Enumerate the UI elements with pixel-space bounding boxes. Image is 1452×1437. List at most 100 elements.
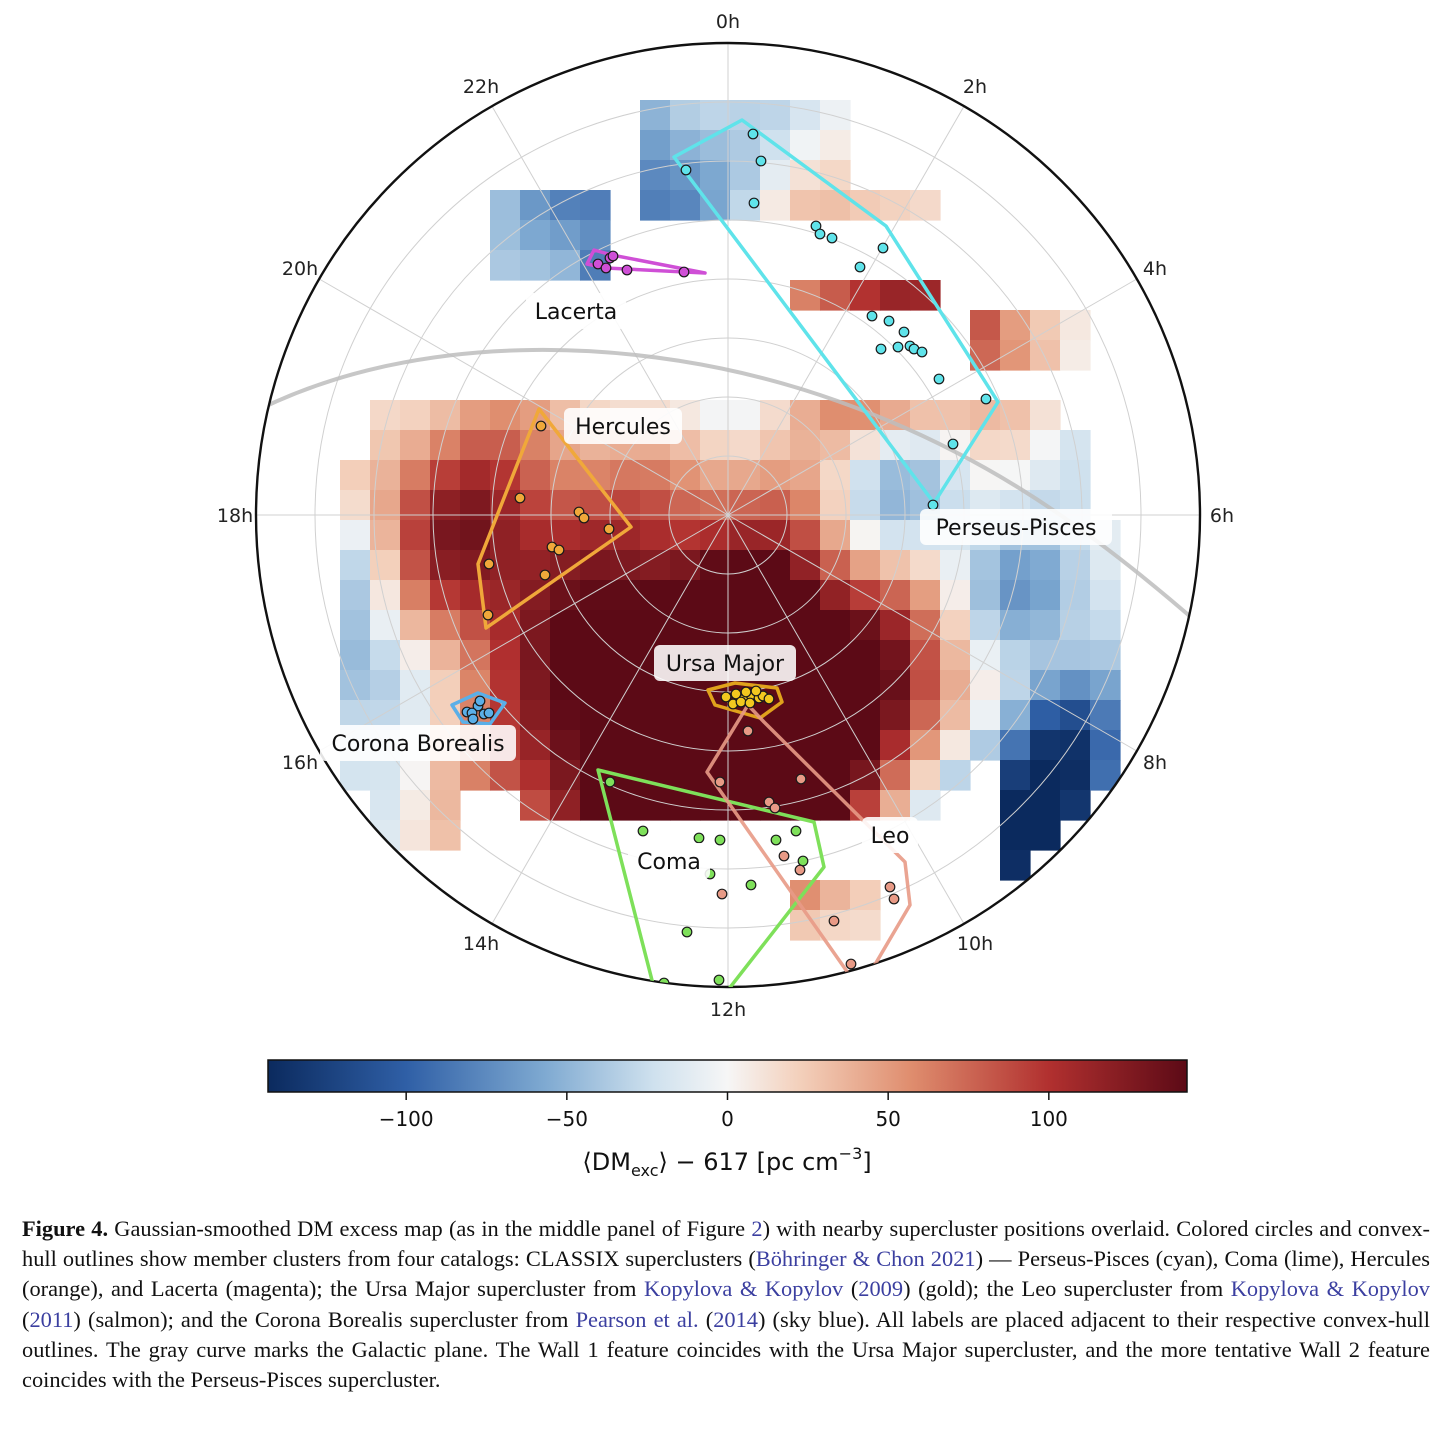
heatmap-cell — [400, 580, 431, 611]
member-cluster-point — [854, 261, 866, 273]
heatmap-cell — [520, 610, 551, 641]
heatmap-cell — [520, 760, 551, 791]
heatmap-cell — [580, 700, 611, 731]
heatmap-cell — [430, 820, 461, 851]
leo-hull — [705, 703, 912, 987]
heatmap-cell — [640, 190, 671, 221]
heatmap-cell — [640, 700, 671, 731]
grid-spoke — [727, 278, 1138, 516]
heatmap-cell — [640, 550, 671, 581]
heatmap-cell — [850, 430, 881, 461]
heatmap-cell — [370, 550, 401, 581]
citation-kopylova-2009-authors[interactable]: Kopylova & Kopylov — [644, 1276, 844, 1302]
heatmap-cell — [1060, 760, 1091, 791]
member-cluster-point — [482, 609, 494, 621]
heatmap-cell — [700, 610, 731, 641]
supercluster-members — [461, 128, 992, 987]
member-cluster-point — [769, 802, 781, 814]
heatmap-cell — [580, 460, 611, 491]
heatmap-cell — [790, 730, 821, 761]
heatmap-cell — [760, 190, 791, 221]
heatmap-cell — [850, 190, 881, 221]
heatmap-cell — [490, 760, 521, 791]
heatmap-cell — [580, 580, 611, 611]
heatmap-cell — [850, 520, 881, 551]
heatmap-cell — [1030, 670, 1061, 701]
heatmap-cell — [760, 160, 791, 191]
label-leo: Leo — [871, 824, 910, 849]
citation-kopylova-2011-authors[interactable]: Kopylova & Kopylov — [1230, 1276, 1430, 1302]
heatmap-cell — [940, 580, 971, 611]
heatmap-cell — [490, 220, 521, 251]
member-cluster-point — [877, 242, 889, 254]
heatmap-cell — [460, 460, 491, 491]
member-cluster-point — [514, 492, 526, 504]
heatmap-cell — [820, 760, 851, 791]
corona-borealis-hull — [450, 691, 507, 726]
heatmap-cell — [370, 460, 401, 491]
hour-label-6h: 6h — [1210, 505, 1234, 527]
heatmap-cell — [910, 580, 941, 611]
heatmap-cell — [1060, 640, 1091, 671]
heatmap-cell — [730, 550, 761, 581]
heatmap-cell — [340, 490, 371, 521]
member-cluster-point — [794, 864, 806, 876]
citation-bohringer-chon[interactable]: Böhringer & Chon 2021 — [755, 1246, 976, 1272]
heatmap-cell — [670, 460, 701, 491]
heatmap-cell — [640, 610, 671, 641]
heatmap-cell — [760, 430, 791, 461]
heatmap-cell — [820, 160, 851, 191]
member-cluster-point — [980, 393, 992, 405]
heatmap-cell — [580, 610, 611, 641]
member-cluster-point — [678, 266, 690, 278]
citation-pearson-authors[interactable]: Pearson et al. — [575, 1306, 699, 1332]
heatmap-cell — [1060, 610, 1091, 641]
ursa-major-hull — [706, 681, 784, 720]
heatmap-cell — [370, 790, 401, 821]
figure-ref-link[interactable]: 2 — [751, 1216, 763, 1241]
heatmap-cell — [610, 580, 641, 611]
citation-pearson-year[interactable]: 2014 — [713, 1306, 758, 1332]
heatmap-cell — [370, 760, 401, 791]
member-cluster-point — [578, 512, 590, 524]
member-cluster-point — [884, 881, 896, 893]
heatmap-cell — [910, 760, 941, 791]
citation-kopylova-2011-year[interactable]: 2011 — [29, 1306, 74, 1332]
label-ursa-major: Ursa Major — [666, 652, 785, 677]
hour-label-10h: 10h — [957, 933, 993, 955]
heatmap-cell — [670, 760, 701, 791]
heatmap-cell — [850, 580, 881, 611]
heatmap-cell — [460, 760, 491, 791]
sky-boundary-circle — [254, 41, 1202, 989]
heatmap-cell — [1000, 790, 1031, 821]
member-cluster-point — [681, 926, 693, 938]
heatmap-cell — [880, 490, 911, 521]
grid-spoke — [727, 514, 1138, 752]
member-cluster-point — [916, 346, 928, 358]
member-cluster-point — [883, 315, 895, 327]
heatmap-cell — [940, 610, 971, 641]
heatmap-cell — [940, 760, 971, 791]
heatmap-cell — [580, 670, 611, 701]
heatmap-cell — [1090, 670, 1121, 701]
heatmap-cell — [1000, 400, 1031, 431]
heatmap-cell — [850, 760, 881, 791]
heatmap-cell — [790, 520, 821, 551]
member-cluster-point — [748, 197, 760, 209]
heatmap-cell — [880, 670, 911, 701]
heatmap-cell — [790, 190, 821, 221]
heatmap-cell — [550, 700, 581, 731]
heatmap-cell — [820, 100, 851, 131]
heatmap-cell — [970, 310, 1001, 341]
heatmap-cell — [1060, 730, 1091, 761]
member-cluster-point — [535, 420, 547, 432]
grid-spoke — [727, 514, 965, 925]
label-lacerta: Lacerta — [535, 300, 618, 325]
heatmap-cell — [490, 430, 521, 461]
member-cluster-point — [888, 893, 900, 905]
citation-kopylova-2009-year[interactable]: 2009 — [858, 1276, 904, 1302]
supercluster-label-group: Lacerta Hercules Perseus-Pisces Ursa Maj… — [320, 293, 1112, 879]
heatmap-cell — [790, 430, 821, 461]
heatmap-cell — [670, 550, 701, 581]
heatmap-cell — [1030, 730, 1061, 761]
